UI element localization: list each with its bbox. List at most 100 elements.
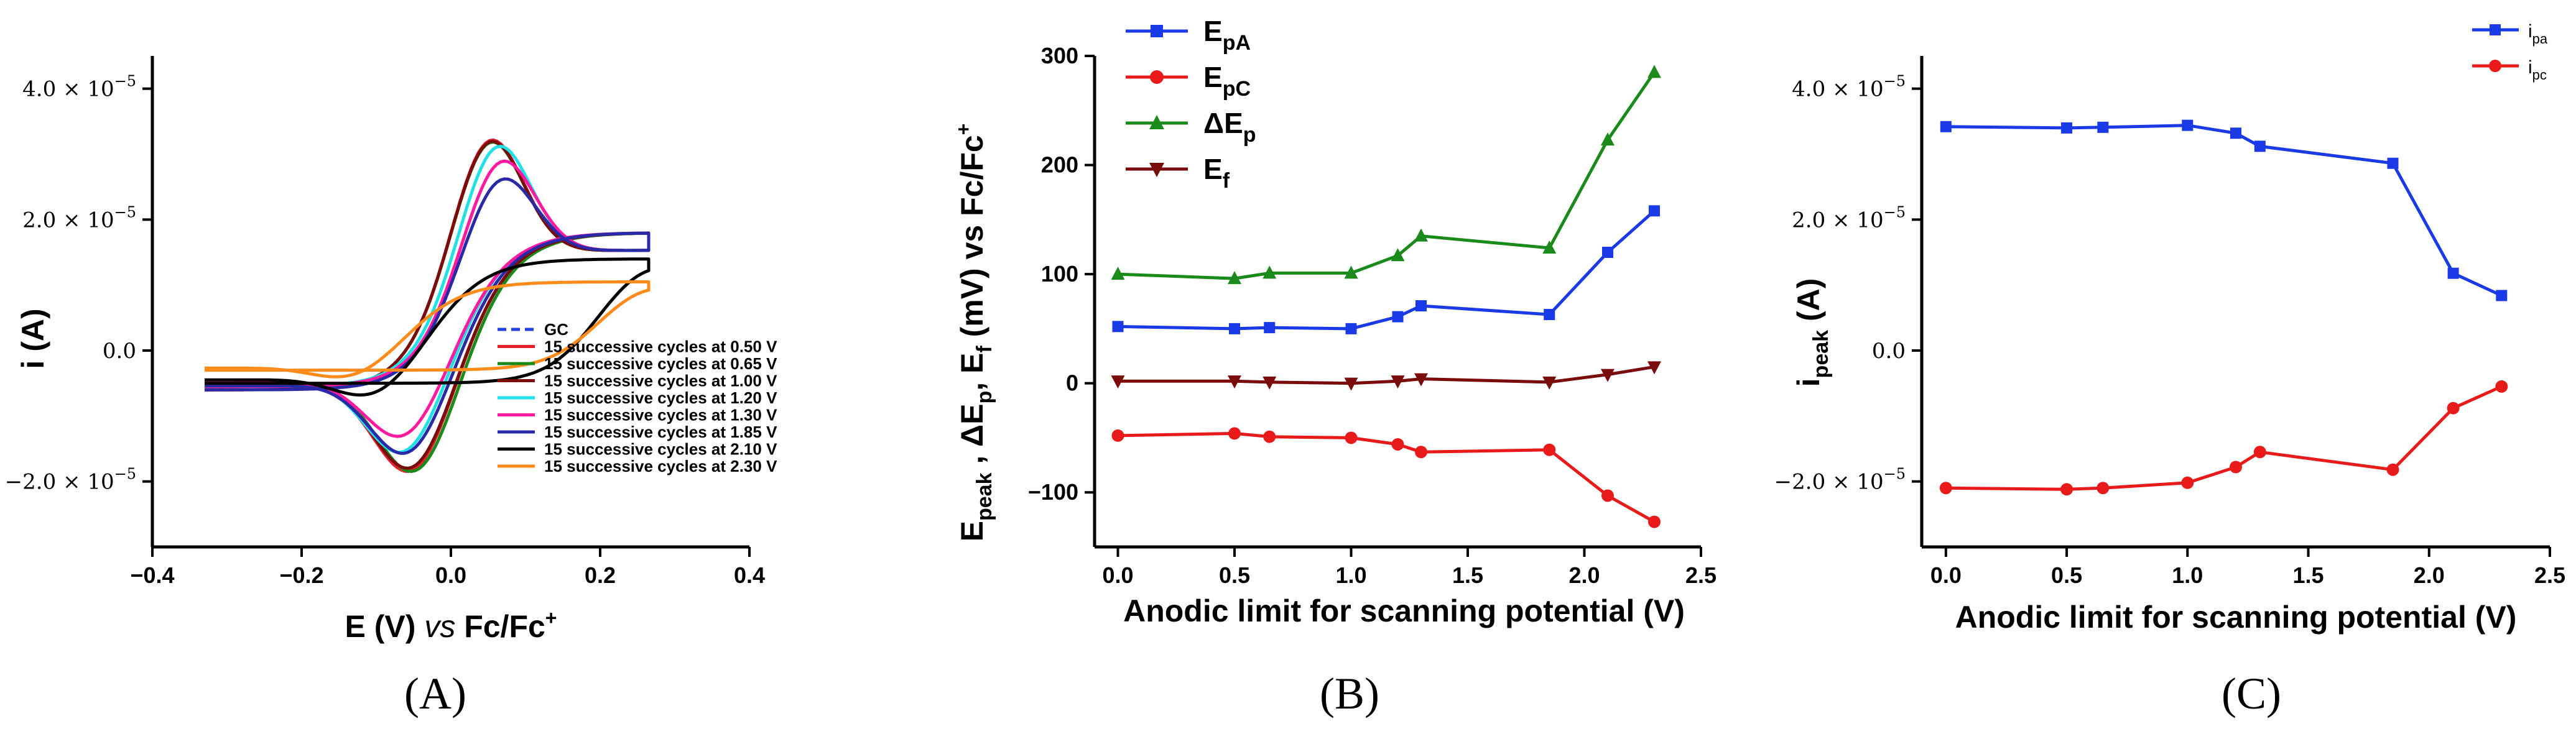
- y-tick-label: 4.0 × 10−5: [22, 73, 136, 102]
- legend-entry: 15 successive cycles at 1.00 V: [544, 372, 777, 390]
- marker-square: [1112, 321, 1124, 333]
- legend-entry: 15 successive cycles at 1.85 V: [544, 423, 777, 441]
- cv-curve-7: [205, 257, 651, 397]
- marker-triangle-up: [1149, 115, 1164, 129]
- marker-triangle-down: [1228, 375, 1241, 389]
- marker-circle: [1263, 430, 1276, 443]
- marker-circle: [2489, 60, 2501, 72]
- marker-circle: [2230, 461, 2242, 474]
- panel-label-a: (A): [404, 669, 466, 718]
- marker-circle: [2060, 483, 2073, 496]
- x-tick-label: 2.0: [1568, 562, 1600, 588]
- marker-triangle-down: [1601, 369, 1615, 382]
- x-tick-label: 2.5: [2534, 562, 2565, 588]
- marker-square: [1415, 300, 1427, 312]
- legend-entry: EpC: [1203, 61, 1251, 101]
- legend-entry: ΔEp: [1203, 107, 1256, 147]
- y-axis-title: Epeak , ΔEp, Ef (mV) vs Fc/Fc+: [952, 124, 996, 542]
- marker-square: [2490, 24, 2501, 35]
- marker-square: [1345, 323, 1357, 334]
- series-line-1: [1118, 431, 1656, 523]
- marker-circle: [1228, 427, 1241, 440]
- marker-triangle-down: [1149, 163, 1164, 177]
- marker-triangle-down: [1542, 376, 1557, 390]
- x-tick-label: 0.0: [1930, 562, 1962, 588]
- marker-triangle-up: [1391, 248, 1405, 262]
- legend-entry: 15 successive cycles at 1.20 V: [544, 388, 777, 407]
- x-axis-title: Anodic limit for scanning potential (V): [1123, 594, 1685, 628]
- panel-a: −0.4 −0.2 0.0 0.2 0.4 −2.0 × 10−5 0.0 2.0 × 10−…: [5, 56, 777, 718]
- legend-entry: EpA: [1203, 15, 1251, 55]
- marker-triangle-down: [1414, 373, 1428, 387]
- x-tick-label: 0.0: [435, 562, 466, 588]
- marker-square: [1229, 323, 1240, 334]
- y-tick-label: 0.0: [103, 339, 136, 364]
- panel-label-b: (B): [1320, 669, 1379, 718]
- series-line-0: [1945, 124, 2503, 297]
- x-tick-label: 2.0: [2414, 562, 2445, 588]
- marker-triangle-up: [1647, 65, 1661, 78]
- x-tick-label: 0.5: [2051, 562, 2082, 588]
- marker-square: [2230, 127, 2241, 139]
- cv-curve-6: [205, 177, 651, 455]
- x-tick-label: 1.5: [2293, 562, 2324, 588]
- marker-square: [2496, 290, 2508, 301]
- marker-circle: [1111, 429, 1124, 442]
- marker-square: [2447, 267, 2459, 279]
- legend-entry: ipa: [2528, 21, 2548, 47]
- x-tick-label: 1.0: [2172, 562, 2203, 588]
- marker-triangle-down: [1263, 376, 1277, 390]
- marker-circle: [2096, 482, 2110, 495]
- marker-square: [1544, 309, 1555, 321]
- y-tick-label: 4.0 × 10−5: [1792, 73, 1906, 102]
- x-tick-label: 0.5: [1219, 562, 1250, 588]
- x-tick-label: −0.4: [130, 562, 174, 588]
- marker-triangle-up: [1228, 271, 1241, 285]
- marker-square: [1649, 205, 1660, 217]
- x-tick-label: 0.4: [734, 562, 765, 588]
- panel-b: 0.0 0.5 1.0 1.5 2.0 2.5 −100 0 100 200 300 EpA EpC ΔE…: [952, 15, 1717, 718]
- y-tick-label: −2.0 × 10−5: [1774, 466, 1906, 495]
- x-tick-label: 2.5: [1685, 562, 1717, 588]
- marker-triangle-up: [1111, 267, 1125, 280]
- y-tick-label: 2.0 × 10−5: [22, 203, 136, 232]
- marker-square: [1940, 121, 1952, 132]
- marker-square: [2387, 157, 2399, 169]
- marker-square: [1151, 25, 1163, 37]
- marker-triangle-down: [1344, 377, 1358, 391]
- marker-square: [1264, 322, 1276, 334]
- x-tick-label: 1.5: [1452, 562, 1483, 588]
- marker-circle: [1415, 446, 1427, 459]
- y-tick-label: 0.0: [1872, 339, 1906, 364]
- marker-circle: [2495, 380, 2508, 393]
- x-axis-title: Anodic limit for scanning potential (V): [1955, 600, 2517, 635]
- y-tick-label: 200: [1041, 152, 1078, 178]
- x-axis-title: E (V) vs Fc/Fc+: [345, 607, 557, 644]
- y-tick-label: −100: [1028, 479, 1078, 505]
- marker-circle: [2181, 476, 2194, 489]
- series-line-2: [1118, 71, 1656, 280]
- legend-entry: 15 successive cycles at 1.30 V: [544, 406, 777, 424]
- legend-entry: 15 successive cycles at 2.30 V: [544, 457, 777, 475]
- series-line-0: [1118, 209, 1656, 331]
- y-tick-label: 300: [1041, 43, 1078, 68]
- marker-square: [1602, 247, 1613, 258]
- marker-circle: [1939, 482, 1952, 495]
- legend-entry: ipc: [2528, 57, 2547, 83]
- series-line-1: [1945, 385, 2503, 491]
- marker-square: [2254, 140, 2266, 152]
- x-tick-label: 0.0: [1102, 562, 1133, 588]
- x-tick-label: −0.2: [279, 562, 323, 588]
- legend-entry: 15 successive cycles at 0.50 V: [544, 337, 777, 356]
- marker-circle: [1345, 431, 1358, 444]
- legend-entry: GC: [544, 320, 568, 339]
- marker-triangle-up: [1601, 132, 1615, 146]
- y-tick-label: 2.0 × 10−5: [1792, 203, 1906, 232]
- panel-label-c: (C): [2222, 669, 2281, 718]
- legend-entry: 15 successive cycles at 0.65 V: [544, 354, 777, 373]
- y-tick-label: 100: [1041, 261, 1078, 287]
- marker-circle: [1648, 515, 1661, 528]
- marker-square: [2097, 121, 2109, 133]
- marker-circle: [2386, 463, 2399, 476]
